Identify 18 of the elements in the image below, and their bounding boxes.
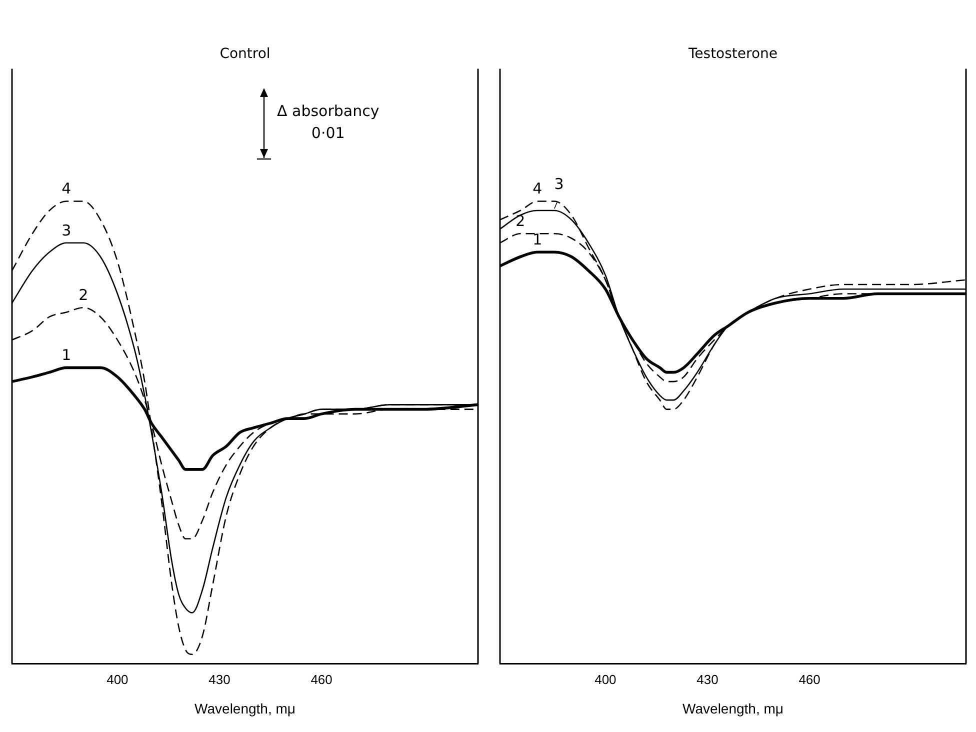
x-axis-title: Wavelength, mμ — [682, 700, 784, 716]
series-label: 1 — [62, 346, 72, 364]
series-label: 1 — [532, 230, 542, 249]
series-label: 3 — [62, 221, 72, 240]
series-label: 4 — [532, 180, 542, 198]
x-tick-label: 460 — [310, 672, 332, 687]
x-tick-label: 430 — [208, 672, 230, 687]
series-label: 3 — [554, 174, 564, 193]
x-tick-label: 400 — [594, 672, 616, 687]
text: Δ absorbancy 0·01 — [277, 102, 380, 142]
series-label: 4 — [62, 180, 72, 198]
x-tick-label: 430 — [696, 672, 718, 687]
x-tick-label: 400 — [106, 672, 128, 687]
series-label: 2 — [78, 286, 88, 304]
chart-title: Control — [220, 46, 270, 62]
x-axis-title: Wavelength, mμ — [194, 700, 296, 716]
chart-title: Testosterone — [687, 46, 778, 62]
x-tick-label: 460 — [798, 672, 820, 687]
